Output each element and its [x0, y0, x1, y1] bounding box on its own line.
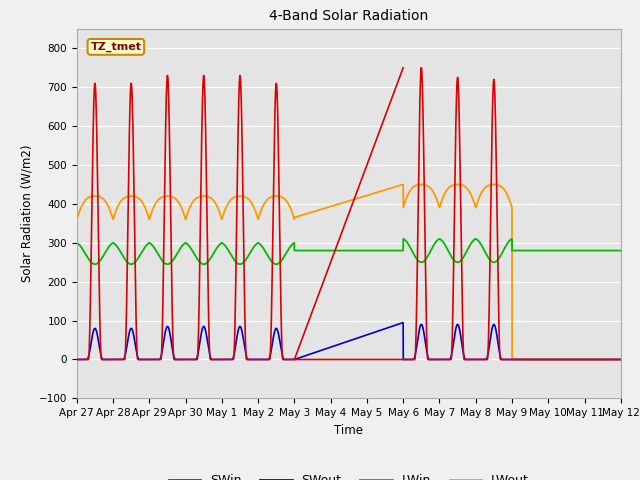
Title: 4-Band Solar Radiation: 4-Band Solar Radiation — [269, 10, 428, 24]
Text: TZ_tmet: TZ_tmet — [90, 42, 141, 52]
X-axis label: Time: Time — [334, 424, 364, 437]
Legend: SWin, SWout, LWin, LWout: SWin, SWout, LWin, LWout — [164, 469, 534, 480]
Y-axis label: Solar Radiation (W/m2): Solar Radiation (W/m2) — [20, 145, 33, 282]
